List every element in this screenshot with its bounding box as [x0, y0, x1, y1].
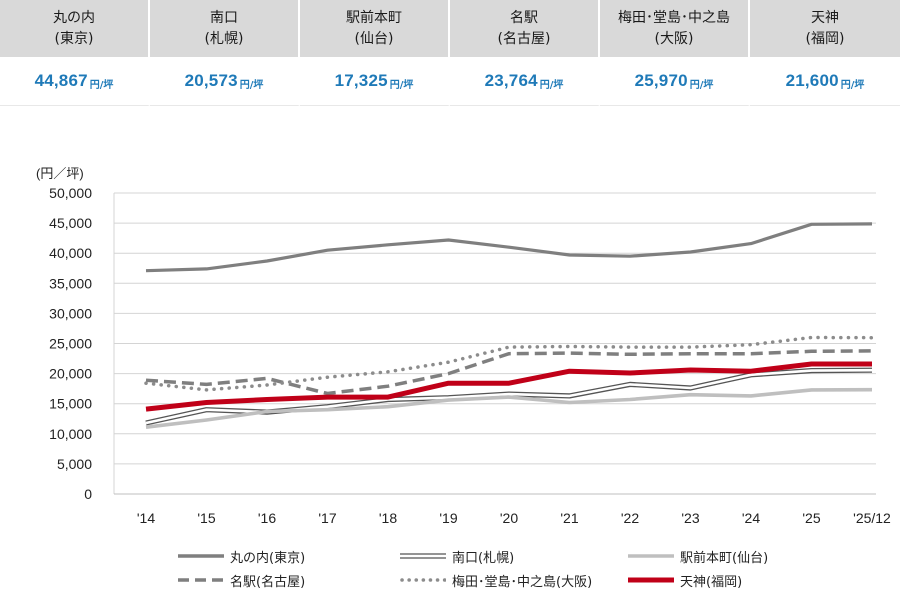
summary-card-umeda: 梅田･堂島･中之島 (大阪) 25,970 円/坪: [600, 0, 750, 106]
legend-label: 丸の内(東京): [230, 550, 306, 566]
legend-label: 名駅(名古屋): [230, 574, 306, 590]
summary-card-value: 25,970 円/坪: [600, 57, 748, 105]
area-name: 梅田･堂島･中之島: [618, 9, 730, 26]
x-tick-label: '18: [379, 510, 397, 526]
legend-label: 南口(札幌): [452, 550, 515, 566]
legend-label: 駅前本町(仙台): [680, 550, 769, 566]
summary-card-meieki: 名駅 (名古屋) 23,764 円/坪: [450, 0, 600, 106]
rent-unit: 円/坪: [689, 79, 714, 91]
rent-trend-chart: 0 5,000 10,000 15,000 20,000 25,000 30,000 35,0…: [36, 166, 891, 526]
series-line: [145, 361, 872, 412]
summary-card-value: 17,325 円/坪: [300, 57, 448, 105]
x-tick-label: '22: [621, 510, 639, 526]
legend-item-ekimaehoncho: 駅前本町(仙台): [628, 546, 768, 566]
x-tick-label: '16: [258, 510, 276, 526]
summary-card-value: 21,600 円/坪: [750, 57, 900, 105]
legend-swatch: [178, 554, 224, 558]
x-axis: '14 '15 '16 '17 '18 '19 '20 '21 '22 '23 '24 '25 '25/…: [137, 510, 891, 526]
legend-item-meieki: 名駅(名古屋): [178, 570, 305, 590]
legend-swatch: [628, 554, 674, 558]
y-tick-label: 25,000: [49, 336, 92, 352]
y-tick-label: 35,000: [49, 275, 92, 291]
legend-label: 梅田･堂島･中之島(大阪): [452, 574, 593, 590]
legend-item-umeda: 梅田･堂島･中之島(大阪): [400, 570, 592, 590]
area-name: 天神: [811, 9, 839, 26]
city-name: (札幌): [204, 30, 244, 47]
chart-series: [144, 222, 874, 429]
chart-grid: [113, 192, 876, 495]
y-tick-label: 40,000: [49, 245, 92, 261]
x-tick-label: '15: [197, 510, 215, 526]
summary-card-header: 名駅 (名古屋): [450, 0, 598, 58]
y-axis-label: (円／坪): [36, 166, 84, 181]
x-tick-label: '25: [802, 510, 820, 526]
summary-card-header: 天神 (福岡): [750, 0, 900, 58]
series-line: [145, 349, 873, 396]
x-tick-label: '21: [560, 510, 578, 526]
x-tick-label: '20: [500, 510, 518, 526]
series-line: [144, 335, 874, 392]
summary-card-header: 丸の内 (東京): [0, 0, 148, 58]
legend-item-tenjin: 天神(福岡): [628, 570, 742, 590]
series-line: [145, 387, 873, 429]
rent-unit: 円/坪: [389, 79, 414, 91]
area-name: 南口: [210, 9, 238, 26]
rent-unit: 円/坪: [539, 79, 564, 91]
rent-value: 25,970: [634, 71, 688, 91]
summary-card-header: 駅前本町 (仙台): [300, 0, 448, 58]
city-name: (大阪): [654, 30, 694, 47]
legend-swatch: [178, 578, 224, 582]
summary-card-marunouchi: 丸の内 (東京) 44,867 円/坪: [0, 0, 150, 106]
summary-card-value: 23,764 円/坪: [450, 57, 598, 105]
rent-value: 44,867: [34, 71, 88, 91]
summary-card-header: 梅田･堂島･中之島 (大阪): [600, 0, 748, 58]
legend-label: 天神(福岡): [680, 574, 743, 590]
x-tick-label: '17: [318, 510, 336, 526]
summary-card-minamiguchi: 南口 (札幌) 20,573 円/坪: [150, 0, 300, 106]
rent-unit: 円/坪: [239, 79, 264, 91]
y-tick-label: 10,000: [49, 426, 92, 442]
summary-bar: 丸の内 (東京) 44,867 円/坪 南口 (札幌) 20,573 円/坪 駅…: [0, 0, 900, 106]
legend-swatch: [628, 577, 674, 583]
y-axis: 0 5,000 10,000 15,000 20,000 25,000 30,000 35,0…: [49, 185, 92, 502]
x-tick-label: '25/12: [853, 510, 891, 526]
legend-swatch: [400, 553, 446, 559]
legend-item-marunouchi: 丸の内(東京): [178, 546, 305, 566]
rent-value: 17,325: [334, 71, 388, 91]
rent-value: 21,600: [785, 71, 839, 91]
rent-value: 20,573: [184, 71, 238, 91]
series-line: [145, 222, 873, 273]
summary-card-ekimaehoncho: 駅前本町 (仙台) 17,325 円/坪: [300, 0, 450, 106]
y-tick-label: 20,000: [49, 366, 92, 382]
x-tick-label: '23: [681, 510, 699, 526]
city-name: (仙台): [354, 30, 394, 47]
summary-card-tenjin: 天神 (福岡) 21,600 円/坪: [750, 0, 900, 106]
y-tick-label: 30,000: [49, 305, 92, 321]
y-tick-label: 0: [84, 486, 92, 502]
x-tick-label: '19: [439, 510, 457, 526]
rent-value: 23,764: [484, 71, 538, 91]
city-name: (東京): [54, 30, 94, 47]
summary-card-header: 南口 (札幌): [150, 0, 298, 58]
summary-card-value: 20,573 円/坪: [150, 57, 298, 105]
rent-unit: 円/坪: [840, 79, 865, 91]
legend-swatch: [400, 578, 446, 582]
area-name: 丸の内: [53, 9, 95, 26]
x-tick-label: '14: [137, 510, 155, 526]
legend-item-minamiguchi: 南口(札幌): [400, 546, 514, 566]
city-name: (名古屋): [497, 30, 551, 47]
summary-card-value: 44,867 円/坪: [0, 57, 148, 105]
y-tick-label: 45,000: [49, 215, 92, 231]
y-tick-label: 15,000: [49, 396, 92, 412]
x-tick-label: '24: [742, 510, 760, 526]
area-name: 駅前本町: [346, 9, 402, 26]
y-tick-label: 5,000: [57, 456, 92, 472]
city-name: (福岡): [805, 30, 845, 47]
rent-unit: 円/坪: [89, 79, 114, 91]
area-name: 名駅: [510, 9, 538, 26]
y-tick-label: 50,000: [49, 185, 92, 201]
